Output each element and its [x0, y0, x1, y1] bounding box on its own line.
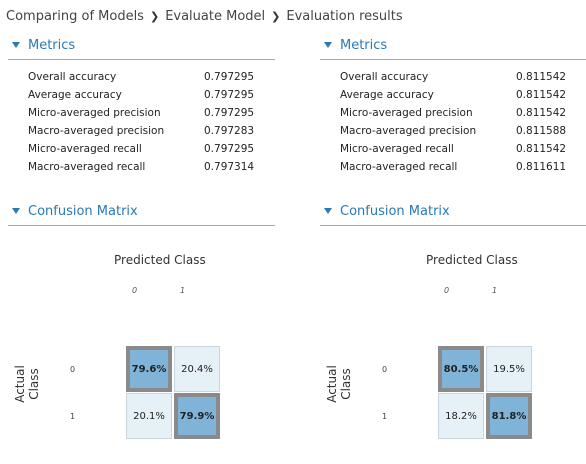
- matrix-cell: 81.8%: [486, 393, 532, 439]
- metric-label: Macro-averaged precision: [28, 125, 165, 137]
- breadcrumb-chevron-icon: ❯: [271, 9, 281, 23]
- metric-label: Micro-averaged recall: [340, 143, 454, 155]
- metric-value: 0.797295: [204, 89, 255, 101]
- actual-class-title: Actual Class: [13, 365, 41, 403]
- confusion-matrix-section-toggle[interactable]: Confusion Matrix: [8, 200, 275, 222]
- metric-label: Average accuracy: [340, 89, 434, 101]
- metric-row: Average accuracy 0.797295: [8, 86, 275, 104]
- confusion-matrix: Predicted Class 0 1 Actual Class 0 1 80.…: [320, 226, 586, 456]
- results-panel-left: Metrics Overall accuracy 0.797295 Average…: [8, 34, 275, 439]
- confusion-matrix-section: Confusion Matrix Predicted Class 0 1 Act…: [320, 200, 586, 456]
- matrix-cell: 79.9%: [174, 393, 220, 439]
- metric-value: 0.811542: [516, 71, 567, 83]
- matrix-cell: 20.1%: [126, 393, 172, 439]
- metric-row: Macro-averaged recall 0.797314: [8, 158, 275, 176]
- collapse-triangle-icon[interactable]: [324, 208, 332, 214]
- metric-row: Average accuracy 0.811542: [320, 86, 586, 104]
- metric-label: Micro-averaged recall: [28, 143, 142, 155]
- metric-label: Overall accuracy: [340, 71, 429, 83]
- matrix-cell: 20.4%: [174, 346, 220, 392]
- metric-value: 0.811611: [516, 161, 567, 173]
- actual-class-title: Actual Class: [325, 365, 353, 403]
- section-divider: [320, 59, 586, 60]
- confusion-matrix: Predicted Class 0 1 Actual Class 0 1 79.…: [8, 226, 275, 456]
- predicted-class-title: Predicted Class: [114, 253, 206, 267]
- metric-value: 0.797295: [204, 71, 255, 83]
- metric-row: Overall accuracy 0.797295: [8, 68, 275, 86]
- confusion-matrix-section-toggle[interactable]: Confusion Matrix: [320, 200, 586, 222]
- metric-row: Micro-averaged recall 0.811542: [320, 140, 586, 158]
- predicted-label-1: 1: [492, 286, 498, 295]
- metric-label: Macro-averaged precision: [340, 125, 477, 137]
- metric-label: Overall accuracy: [28, 71, 117, 83]
- collapse-triangle-icon[interactable]: [12, 42, 20, 48]
- predicted-label-1: 1: [180, 286, 186, 295]
- collapse-triangle-icon[interactable]: [12, 208, 20, 214]
- breadcrumb-chevron-icon: ❯: [149, 9, 160, 23]
- breadcrumb-item-evaluate-model[interactable]: Evaluate Model: [165, 8, 266, 24]
- actual-label-1: 1: [382, 412, 388, 421]
- metrics-section-toggle[interactable]: Metrics: [320, 34, 586, 56]
- metric-value: 0.797295: [204, 143, 255, 155]
- metrics-list: Overall accuracy 0.797295 Average accurac…: [8, 68, 275, 176]
- matrix-cell: 18.2%: [438, 393, 484, 439]
- metric-label: Average accuracy: [28, 89, 122, 101]
- confusion-matrix-title: Confusion Matrix: [340, 203, 450, 219]
- metric-row: Micro-averaged recall 0.797295: [8, 140, 275, 158]
- metric-value: 0.811588: [516, 125, 567, 137]
- metric-row: Macro-averaged precision 0.797283: [8, 122, 275, 140]
- results-panel-right: Metrics Overall accuracy 0.811542 Average…: [320, 34, 586, 439]
- section-divider: [8, 59, 275, 60]
- matrix-cell: 19.5%: [486, 346, 532, 392]
- metrics-section-title: Metrics: [28, 37, 76, 53]
- collapse-triangle-icon[interactable]: [324, 42, 332, 48]
- metric-value: 0.797314: [204, 161, 255, 173]
- metric-label: Macro-averaged recall: [28, 161, 146, 173]
- metric-row: Macro-averaged recall 0.811611: [320, 158, 586, 176]
- section-divider: [320, 225, 586, 226]
- metric-value: 0.797295: [204, 107, 255, 119]
- matrix-cell: 80.5%: [438, 346, 484, 392]
- metrics-section-toggle[interactable]: Metrics: [8, 34, 275, 56]
- actual-label-0: 0: [382, 365, 388, 374]
- metric-value: 0.797283: [204, 125, 255, 137]
- confusion-matrix-title: Confusion Matrix: [28, 203, 138, 219]
- metric-row: Overall accuracy 0.811542: [320, 68, 586, 86]
- metric-value: 0.811542: [516, 143, 567, 155]
- section-divider: [8, 225, 275, 226]
- predicted-class-title: Predicted Class: [426, 253, 518, 267]
- matrix-cell: 79.6%: [126, 346, 172, 392]
- metric-row: Micro-averaged precision 0.811542: [320, 104, 586, 122]
- predicted-label-0: 0: [444, 286, 450, 295]
- metric-label: Micro-averaged precision: [340, 107, 473, 119]
- metric-row: Macro-averaged precision 0.811588: [320, 122, 586, 140]
- breadcrumb: Comparing of Models ❯ Evaluate Model ❯ E…: [6, 6, 403, 26]
- breadcrumb-item-evaluation-results: Evaluation results: [286, 8, 403, 24]
- metric-label: Micro-averaged precision: [28, 107, 161, 119]
- breadcrumb-item-comparing-models[interactable]: Comparing of Models: [6, 8, 144, 24]
- metric-label: Macro-averaged recall: [340, 161, 458, 173]
- predicted-label-0: 0: [132, 286, 138, 295]
- metric-value: 0.811542: [516, 89, 567, 101]
- confusion-matrix-section: Confusion Matrix Predicted Class 0 1 Act…: [8, 200, 275, 456]
- metric-value: 0.811542: [516, 107, 567, 119]
- metric-row: Micro-averaged precision 0.797295: [8, 104, 275, 122]
- actual-label-0: 0: [70, 365, 76, 374]
- metrics-list: Overall accuracy 0.811542 Average accurac…: [320, 68, 586, 176]
- actual-label-1: 1: [70, 412, 76, 421]
- metrics-section-title: Metrics: [340, 37, 388, 53]
